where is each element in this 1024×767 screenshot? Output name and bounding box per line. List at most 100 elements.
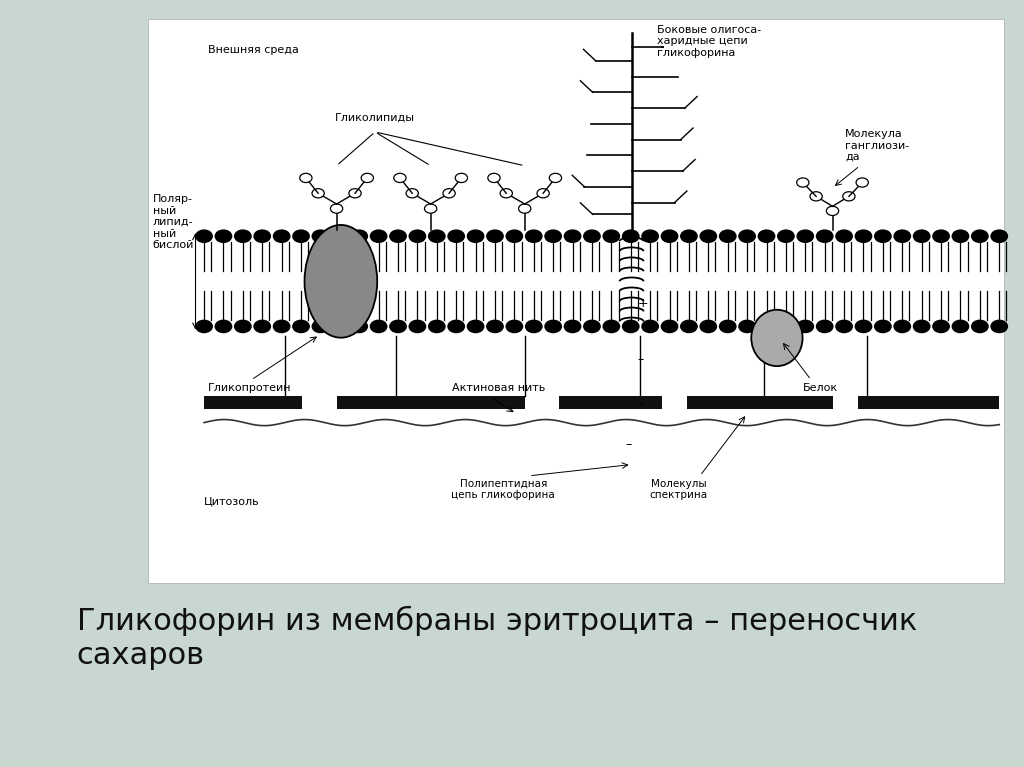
Text: Полипептидная
цепь гликофорина: Полипептидная цепь гликофорина [452,479,555,500]
Circle shape [549,173,561,183]
Circle shape [777,230,794,242]
Circle shape [487,173,500,183]
Circle shape [623,321,639,333]
Circle shape [254,230,270,242]
Circle shape [273,230,290,242]
Circle shape [332,230,348,242]
Circle shape [196,321,212,333]
Circle shape [584,230,600,242]
Text: –: – [626,438,632,451]
Circle shape [300,173,312,183]
Circle shape [681,230,697,242]
Circle shape [564,230,581,242]
Circle shape [234,230,251,242]
Ellipse shape [304,225,377,337]
Circle shape [332,321,348,333]
Circle shape [816,321,833,333]
Circle shape [874,321,891,333]
Circle shape [254,321,270,333]
Circle shape [797,178,809,187]
Circle shape [739,230,756,242]
Circle shape [545,321,561,333]
Circle shape [443,189,456,198]
Circle shape [564,321,581,333]
Circle shape [407,189,419,198]
Circle shape [810,192,822,201]
Circle shape [933,230,949,242]
Circle shape [429,230,445,242]
Circle shape [642,321,658,333]
Circle shape [720,321,736,333]
Circle shape [456,173,468,183]
Circle shape [486,230,503,242]
Circle shape [467,230,483,242]
Circle shape [843,192,855,201]
Bar [559,397,662,409]
Circle shape [991,230,1008,242]
Text: Боковые олигоса-
харидные цепи
гликофорина: Боковые олигоса- харидные цепи гликофори… [657,25,762,58]
Circle shape [855,230,871,242]
Circle shape [952,321,969,333]
Circle shape [603,321,620,333]
Circle shape [991,321,1008,333]
Circle shape [390,321,407,333]
Text: –: – [638,353,644,366]
Text: Белок: Белок [803,384,838,393]
Bar [687,397,833,409]
Circle shape [425,204,437,213]
Circle shape [351,321,368,333]
Text: Гликолипиды: Гликолипиды [335,113,415,123]
Circle shape [273,321,290,333]
Circle shape [349,189,361,198]
Circle shape [234,321,251,333]
Circle shape [720,230,736,242]
Circle shape [447,230,464,242]
Circle shape [797,321,813,333]
Circle shape [429,321,445,333]
Circle shape [797,230,813,242]
Circle shape [933,321,949,333]
Text: Гликофорин из мембраны эритроцита – переносчик
сахаров: Гликофорин из мембраны эритроцита – пере… [77,606,918,670]
Circle shape [545,230,561,242]
Circle shape [603,230,620,242]
Circle shape [662,321,678,333]
Circle shape [836,321,852,333]
Circle shape [486,321,503,333]
Circle shape [681,321,697,333]
Circle shape [700,230,717,242]
Circle shape [874,230,891,242]
Circle shape [410,230,426,242]
Text: Поляр-
ный
липид-
ный
бислой: Поляр- ный липид- ный бислой [153,194,195,250]
Circle shape [312,230,329,242]
Circle shape [836,230,852,242]
Circle shape [312,189,325,198]
Circle shape [662,230,678,242]
Text: –: – [638,398,644,411]
Circle shape [371,230,387,242]
Circle shape [293,321,309,333]
Bar [148,19,1004,583]
Ellipse shape [752,310,803,366]
Circle shape [894,230,910,242]
Circle shape [518,204,530,213]
Text: Внешняя среда: Внешняя среда [208,45,299,55]
Text: Цитозоль: Цитозоль [204,496,260,506]
Circle shape [506,321,522,333]
Circle shape [855,321,871,333]
Bar [204,397,302,409]
Circle shape [700,321,717,333]
Circle shape [972,321,988,333]
Circle shape [913,321,930,333]
Text: +: + [638,297,648,310]
Circle shape [537,189,549,198]
Circle shape [584,321,600,333]
Circle shape [525,321,542,333]
Circle shape [394,173,407,183]
Circle shape [826,206,839,216]
Circle shape [506,230,522,242]
Circle shape [894,321,910,333]
Circle shape [293,230,309,242]
Circle shape [972,230,988,242]
Circle shape [331,204,343,213]
Text: Актиновая нить: Актиновая нить [452,384,545,393]
